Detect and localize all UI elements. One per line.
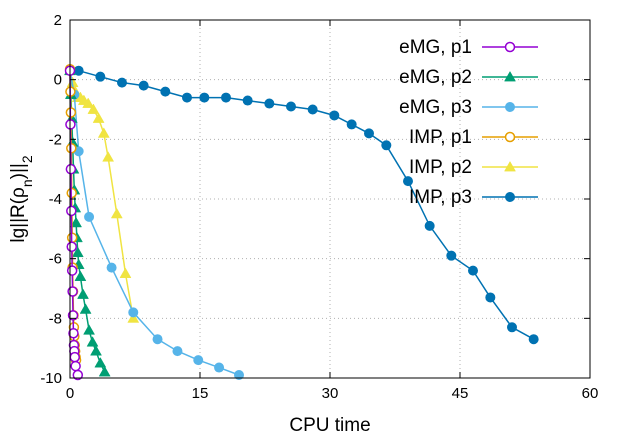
data-point: [65, 163, 77, 175]
data-point: [264, 98, 275, 109]
data-point: [381, 140, 392, 151]
data-point: [84, 211, 95, 222]
x-tick-label: 60: [582, 385, 599, 402]
legend-marker: [504, 70, 516, 82]
legend-marker: [504, 131, 516, 143]
data-point: [70, 216, 82, 228]
data-point: [424, 220, 435, 231]
y-tick-label: 0: [54, 72, 62, 89]
data-point: [71, 246, 84, 258]
x-tick-label: 0: [66, 385, 74, 402]
data-point: [329, 110, 340, 121]
legend-entry: eMG, p3: [399, 97, 538, 118]
data-point: [221, 92, 231, 103]
data-point: [82, 97, 95, 108]
data-point: [90, 345, 102, 356]
data-point: [68, 328, 79, 339]
data-point: [70, 360, 81, 372]
legend-label: IMP, p3: [409, 187, 472, 208]
legend-marker: [504, 160, 516, 172]
y-axis-label: lg||R(ρn)||2: [8, 155, 35, 243]
data-point: [528, 334, 539, 345]
data-point: [87, 103, 100, 114]
data-point: [67, 310, 79, 321]
data-point: [403, 176, 413, 187]
x-tick-label: 15: [192, 385, 209, 402]
data-point: [182, 92, 192, 103]
data-point: [74, 270, 87, 281]
data-point: [119, 267, 132, 278]
data-point: [364, 128, 374, 139]
data-point: [66, 241, 77, 252]
series-line: [69, 70, 240, 376]
legend-marker: [505, 102, 515, 112]
data-point: [86, 336, 99, 347]
legend-marker: [504, 41, 516, 53]
data-point: [214, 362, 225, 373]
data-point: [307, 104, 318, 115]
data-point: [160, 86, 171, 97]
data-point: [83, 324, 95, 335]
axis-ticks: 0 15 30 45 60 -10 -8 -6 -4 -2 0 2: [40, 12, 598, 402]
data-point: [98, 366, 111, 377]
series-line: [69, 70, 135, 319]
data-point: [110, 207, 123, 219]
data-point: [286, 101, 296, 112]
data-point: [66, 205, 77, 217]
data-point: [234, 370, 244, 381]
data-point: [106, 262, 117, 273]
data-point: [468, 265, 478, 276]
data-point: [152, 334, 163, 345]
data-point: [73, 65, 84, 76]
data-point: [127, 312, 140, 323]
legend-label: eMG, p1: [399, 37, 472, 58]
legend-entry: IMP, p3: [409, 187, 538, 208]
x-tick-label: 45: [452, 385, 469, 402]
y-tick-label: -6: [49, 251, 62, 268]
legend-entry: IMP, p1: [409, 127, 538, 148]
data-point: [72, 369, 84, 381]
data-point: [485, 292, 496, 303]
y-tick-label: -10: [40, 370, 62, 387]
y-tick-label: -2: [49, 131, 62, 148]
grid: [70, 20, 590, 378]
data-point: [199, 92, 210, 103]
series-imp-p3: [65, 65, 539, 345]
data-point: [102, 151, 115, 162]
data-point: [92, 112, 105, 123]
x-axis-label: CPU time: [289, 415, 370, 436]
legend-marker: [505, 192, 515, 202]
data-point: [138, 80, 149, 91]
data-point: [117, 77, 127, 88]
data-point: [507, 322, 517, 333]
legend-entry: IMP, p2: [409, 157, 538, 178]
data-point: [242, 95, 253, 106]
y-tick-label: 2: [54, 12, 62, 29]
data-point: [128, 307, 139, 318]
y-tick-label: -8: [49, 310, 62, 327]
data-point: [69, 351, 81, 363]
data-point: [346, 119, 357, 130]
legend-label: eMG, p2: [399, 67, 472, 88]
legend-entry: eMG, p2: [399, 67, 538, 88]
legend-label: eMG, p3: [399, 97, 472, 118]
data-point: [79, 303, 92, 314]
x-tick-label: 30: [322, 385, 339, 402]
data-point: [446, 250, 457, 261]
series-emg-p3: [65, 65, 244, 381]
data-point: [193, 355, 204, 366]
data-point: [94, 357, 107, 368]
legend-label: IMP, p2: [409, 157, 472, 178]
data-point: [77, 288, 89, 299]
y-tick-label: -4: [49, 191, 62, 208]
data-point: [66, 265, 78, 276]
data-point: [95, 71, 106, 82]
legend-label: IMP, p1: [409, 127, 472, 148]
legend-entry: eMG, p1: [399, 37, 538, 58]
data-point: [67, 286, 78, 297]
legend: eMG, p1 eMG, p2 eMG, p3 IMP, p1 IMP, p2 IMP, …: [399, 37, 538, 208]
data-point: [172, 346, 183, 357]
data-point: [97, 127, 110, 138]
